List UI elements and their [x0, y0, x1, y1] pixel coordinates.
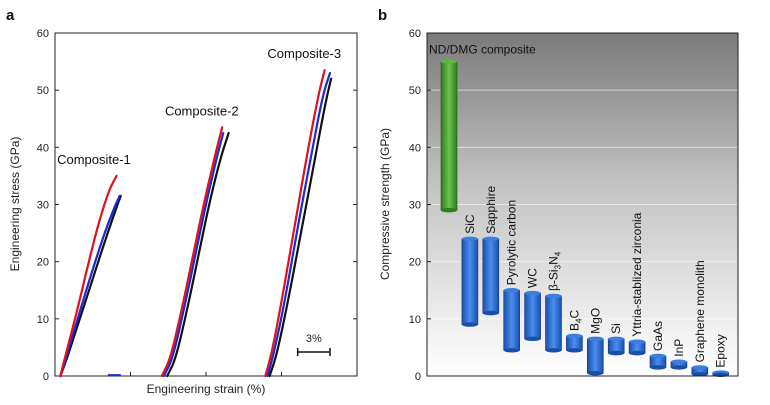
panel-a-y-ticks: 0 10 20 30 40 50 60: [37, 28, 358, 383]
bar-yttria-stablized-zirconia: Yttria-stablized zirconia: [628, 212, 646, 356]
y-tick-label: 30: [37, 200, 49, 212]
bar-label-sic: SiC: [463, 214, 477, 234]
bar-cap-bottom: [691, 372, 708, 377]
y-tick-label: 30: [409, 200, 421, 212]
bar-rect: [461, 238, 479, 325]
curve-label-composite-2: Composite-2: [165, 103, 239, 118]
bar-cap-bottom: [587, 370, 604, 376]
bar-cap-bottom: [524, 336, 541, 342]
bar-cap-bottom: [461, 322, 478, 327]
strain-scale-bar: 3%: [296, 333, 331, 356]
bar-cap-top: [461, 236, 478, 241]
bar-label-epoxy: Epoxy: [714, 334, 728, 367]
y-tick-label: 20: [37, 257, 49, 269]
panel-b-y-ticks: 0 10 20 30 40 50 60: [409, 28, 431, 383]
bar-rect: [503, 289, 521, 351]
y-tick-label: 20: [409, 257, 421, 269]
bar-si: Si: [607, 323, 625, 356]
bar-cap-bottom: [608, 350, 625, 356]
y-tick-label: 40: [409, 142, 421, 154]
y-tick-label: 50: [409, 85, 421, 97]
bar-cap-top: [566, 333, 583, 339]
bar-rect: [440, 61, 458, 211]
curve-label-composite-3: Composite-3: [267, 46, 341, 61]
composite-3-black-curve: [268, 77, 333, 378]
bar-cap-top: [650, 353, 666, 359]
bar-cap-bottom: [566, 348, 583, 353]
bar-cap-top: [524, 290, 541, 296]
bar-cap-top: [670, 359, 687, 364]
bar-cap-bottom: [545, 348, 562, 353]
bar-b4c: B4C: [566, 310, 583, 353]
composite-2-blue-curve: [162, 131, 225, 378]
bar-cap-bottom: [503, 348, 520, 353]
y-tick-label: 60: [409, 28, 421, 40]
y-tick-label: 50: [37, 85, 49, 97]
bar-si3n4: β-Si3N4: [545, 251, 563, 353]
composite-2-black-curve: [166, 131, 230, 378]
panel-a-letter: a: [6, 7, 15, 24]
curve-label-composite-1: Composite-1: [57, 152, 131, 167]
bar-label-wc: WC: [526, 268, 540, 288]
bar-cap-top: [545, 293, 562, 299]
bar-cap-top: [503, 288, 520, 293]
bar-nd-dmg-composite: ND/DMG composite: [429, 43, 536, 213]
composite-3-red-curve: [264, 69, 326, 378]
bar-cap-bottom: [482, 310, 499, 316]
bar-label-b4c: B4C: [567, 310, 583, 331]
panel-a-x-axis-title: Engineering strain (%): [147, 382, 266, 396]
y-tick-label: 0: [415, 371, 421, 383]
bar-label-yttria-stablized-zirconia: Yttria-stablized zirconia: [630, 212, 644, 336]
y-tick-label: 40: [37, 142, 49, 154]
panel-b-gridlines: [427, 89, 738, 320]
bar-label-graphene-monolith: Graphene monolith: [693, 260, 707, 362]
bar-sapphire: Sapphire: [482, 185, 500, 316]
y-tick-label: 10: [409, 314, 421, 326]
bar-wc: WC: [524, 268, 541, 342]
bar-label-sapphire: Sapphire: [484, 185, 498, 233]
panel-b-bars: ND/DMG composite SiC Sapphire Pyrolytic car…: [429, 43, 730, 378]
bar-mgo: MgO: [586, 308, 604, 376]
bar-label-si: Si: [609, 323, 623, 334]
panel-b-letter: b: [378, 7, 387, 24]
bar-cap-bottom: [441, 208, 457, 213]
bar-pyrolytic-carbon: Pyrolytic carbon: [503, 200, 521, 353]
bar-label-pyrolytic-carbon: Pyrolytic carbon: [505, 200, 519, 285]
bar-cap-top: [587, 336, 604, 342]
panel-b-y-axis-title: Compressive strength (GPa): [378, 128, 392, 280]
bar-inp: InP: [670, 339, 688, 370]
bar-label-mgo: MgO: [588, 308, 602, 334]
bar-graphene-monolith: Graphene monolith: [691, 260, 709, 377]
composite-1-red-curve: [59, 174, 118, 378]
bar-cap-top: [482, 236, 499, 241]
scale-bar-label: 3%: [306, 333, 322, 345]
bar-label-si3n4: β-Si3N4: [547, 251, 563, 291]
bar-rect: [586, 338, 604, 374]
panel-a-y-axis-title: Engineering stress (GPa): [8, 137, 22, 272]
bar-label-nd-dmg-composite: ND/DMG composite: [429, 43, 536, 57]
y-tick-label: 10: [37, 314, 49, 326]
bar-label-inp: InP: [672, 339, 686, 357]
bar-cap-top: [608, 336, 625, 342]
bar-gaas: GaAs: [649, 321, 667, 370]
panel-a-chart: 0 10 20 30 40 50 60 Composite-1 Composite-2 Co…: [8, 28, 358, 396]
y-tick-label: 0: [43, 371, 49, 383]
bar-cap-bottom: [670, 365, 687, 370]
bar-cap-top: [441, 59, 457, 64]
bar-label-gaas: GaAs: [651, 321, 665, 351]
bar-rect: [524, 292, 541, 340]
composite-2-red-curve: [160, 126, 224, 378]
bar-rect: [482, 238, 500, 314]
composite-3-blue-curve: [266, 71, 332, 378]
y-tick-label: 60: [37, 28, 49, 40]
bar-cap-top: [629, 339, 646, 344]
bar-sic: SiC: [461, 214, 479, 327]
bar-rect: [545, 295, 562, 351]
panel-a-curves: [59, 69, 333, 378]
bar-cap-top: [691, 365, 708, 370]
panel-b-chart: ND/DMG composite SiC Sapphire Pyrolytic car…: [378, 28, 739, 383]
bar-cap-bottom: [629, 350, 646, 356]
bar-cap-bottom: [650, 365, 666, 370]
